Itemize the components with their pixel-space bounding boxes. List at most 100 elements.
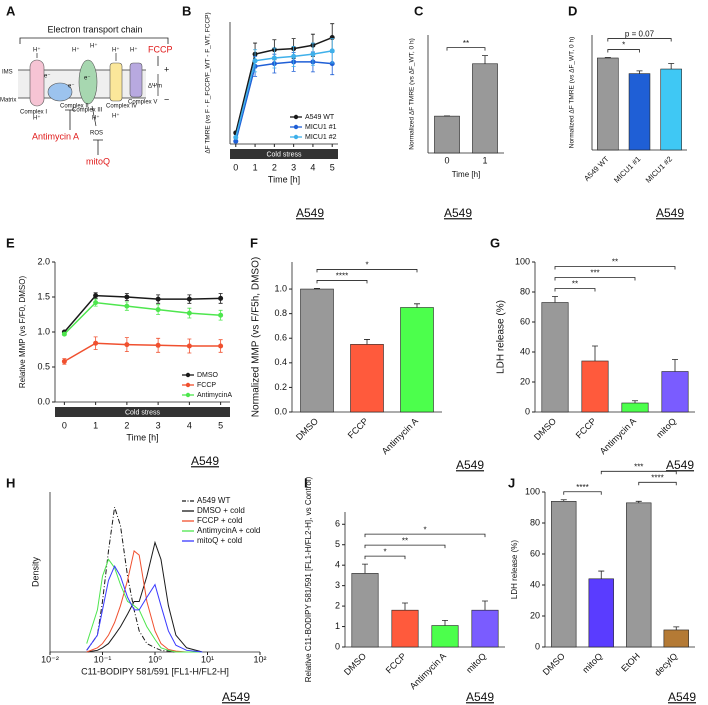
y-tick-label: 0.0 bbox=[37, 396, 50, 406]
bar bbox=[471, 609, 499, 648]
error-bar bbox=[560, 499, 567, 502]
x-tick-label: 1 bbox=[482, 155, 487, 165]
ims-label: IMS bbox=[2, 70, 13, 76]
x-tick-label: 1 bbox=[253, 162, 258, 172]
significance-bracket bbox=[364, 555, 406, 560]
y-tick-label: 3 bbox=[335, 580, 340, 590]
significance-label: **** bbox=[651, 473, 663, 482]
series-line bbox=[86, 507, 203, 653]
panel-label: C bbox=[414, 3, 424, 18]
y-tick-label: 2 bbox=[335, 600, 340, 610]
bar bbox=[350, 344, 384, 413]
x-axis-label: C11-BODIPY 581/591 [FL1-H/FL2-H] bbox=[81, 666, 229, 676]
bar bbox=[663, 629, 689, 648]
significance-bracket bbox=[316, 280, 368, 284]
significance-bracket bbox=[364, 533, 486, 538]
error-bar bbox=[668, 63, 675, 70]
x-tick-label: 2 bbox=[272, 162, 277, 172]
x-tick-label: 10⁻¹ bbox=[94, 654, 112, 664]
error-bar bbox=[673, 626, 680, 630]
series-line bbox=[63, 342, 221, 363]
marker bbox=[93, 340, 99, 346]
significance-label: ** bbox=[463, 39, 469, 48]
series-line bbox=[235, 50, 333, 138]
y-tick-label: 20 bbox=[530, 610, 540, 620]
bar bbox=[551, 500, 577, 648]
cold-stress-band bbox=[55, 407, 230, 417]
y-tick-label: 40 bbox=[530, 579, 540, 589]
panel-label: J bbox=[508, 475, 515, 490]
x-axis-label: Time [h] bbox=[452, 170, 481, 179]
bar bbox=[431, 625, 459, 648]
marker bbox=[155, 296, 161, 302]
x-tick-label: 10¹ bbox=[201, 654, 214, 664]
marker bbox=[155, 307, 161, 313]
legend-label: AntimycinA bbox=[197, 392, 232, 399]
plus-sign: + bbox=[164, 64, 169, 74]
marker bbox=[61, 358, 67, 364]
complex-iii bbox=[78, 59, 98, 105]
marker bbox=[329, 61, 335, 67]
y-tick-label: 2.0 bbox=[37, 256, 50, 266]
cell-line-label: A549 bbox=[222, 690, 250, 704]
significance-label: **** bbox=[576, 483, 588, 492]
matrix-label: Matrix bbox=[0, 98, 16, 104]
complex-iv bbox=[109, 62, 123, 102]
y-tick-label: 0.0 bbox=[274, 406, 287, 416]
significance-bracket bbox=[638, 481, 677, 486]
bar bbox=[541, 302, 569, 413]
legend-label: AntimycinA + cold bbox=[197, 526, 260, 535]
y-tick-label: 0.6 bbox=[274, 333, 287, 343]
diagram: A Electron transport chain IMS Matrix Co… bbox=[0, 3, 173, 166]
complex-i bbox=[29, 59, 45, 107]
complex-ii bbox=[47, 82, 73, 102]
proton: H⁺ bbox=[130, 47, 138, 54]
significance-bracket bbox=[554, 277, 636, 281]
bar bbox=[400, 307, 434, 413]
band-label: Cold stress bbox=[125, 409, 161, 416]
error-bar bbox=[482, 600, 488, 611]
series-line bbox=[63, 301, 221, 335]
significance-bracket bbox=[554, 288, 596, 292]
x-tick-label: 3 bbox=[291, 162, 296, 172]
potential-label: ΔΨm bbox=[148, 84, 162, 90]
cell-line-label: A549 bbox=[656, 206, 684, 220]
legend-label: MICU1 #1 bbox=[305, 124, 337, 131]
y-tick-label: 80 bbox=[530, 517, 540, 527]
y-tick-label: 20 bbox=[520, 376, 530, 386]
marker bbox=[233, 138, 239, 144]
marker bbox=[252, 58, 258, 64]
significance-bracket bbox=[364, 544, 446, 549]
marker bbox=[271, 55, 277, 61]
bar bbox=[621, 402, 649, 413]
significance-label: **** bbox=[336, 272, 348, 281]
marker bbox=[124, 342, 130, 348]
error-bar bbox=[592, 345, 598, 361]
bar bbox=[472, 63, 498, 154]
fccp-label: FCCP bbox=[148, 44, 173, 54]
cell-line-label: A549 bbox=[466, 690, 494, 704]
error-bar bbox=[402, 602, 408, 611]
bracket bbox=[19, 37, 169, 44]
significance-bracket bbox=[316, 269, 418, 273]
y-tick-label: 0.5 bbox=[37, 361, 50, 371]
error-bar bbox=[552, 296, 558, 303]
marker bbox=[186, 343, 192, 349]
x-tick-label: 4 bbox=[187, 420, 192, 430]
panel-label: A bbox=[6, 3, 16, 18]
y-tick-label: 0.4 bbox=[274, 357, 287, 367]
y-tick-label: 0.8 bbox=[274, 308, 287, 318]
complex-label: Complex II bbox=[60, 104, 89, 110]
x-axis-label: Time [h] bbox=[126, 432, 158, 442]
panel-label: F bbox=[250, 235, 258, 250]
x-tick-label: 0 bbox=[444, 155, 449, 165]
error-bar bbox=[632, 400, 638, 403]
y-tick-label: 0 bbox=[335, 641, 340, 651]
series-line bbox=[86, 564, 203, 653]
complex-v bbox=[129, 62, 143, 98]
complex-label: Complex I bbox=[20, 110, 47, 116]
marker bbox=[93, 300, 99, 306]
legend-label: DMSO + cold bbox=[197, 506, 245, 515]
antimycin-label: Antimycin A bbox=[32, 131, 79, 141]
significance-bracket bbox=[563, 491, 602, 495]
